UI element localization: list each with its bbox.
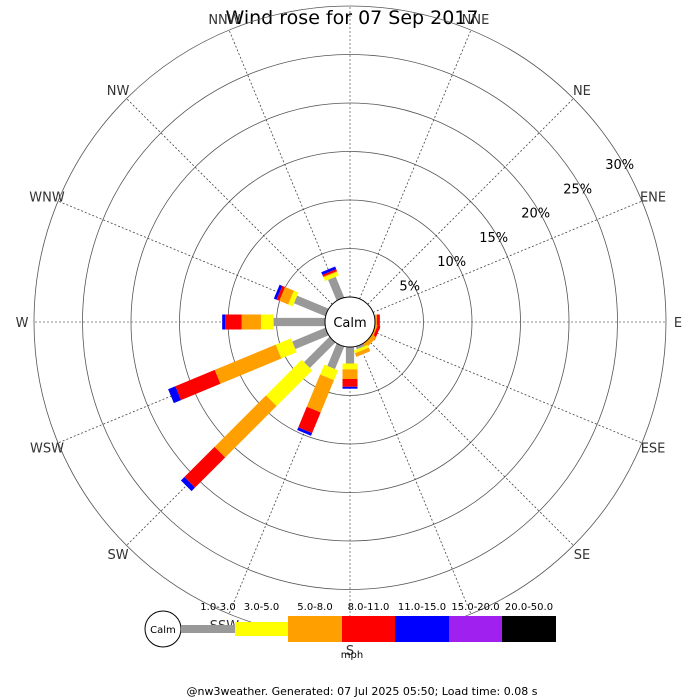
bar-nnw-bin-2 <box>323 270 338 278</box>
legend-swatch-4 <box>395 616 449 642</box>
bar-wsw-bin-2 <box>214 344 282 384</box>
bar-sw-bin-1 <box>265 359 313 407</box>
spoke-nnw <box>228 29 341 300</box>
bar-se-bin-2 <box>362 334 377 349</box>
spoke-se <box>367 339 574 546</box>
ring-label-20: 20% <box>521 207 550 222</box>
legend-range-6: 20.0-50.0 <box>505 602 553 613</box>
bar-s-bin-0 <box>345 347 355 364</box>
bar-sw-bin-0 <box>304 336 336 368</box>
bar-s-bin-2 <box>342 369 358 380</box>
wind-bars <box>168 266 381 492</box>
bar-nnw-bin-3 <box>322 269 337 277</box>
bar-wsw-bin-0 <box>292 327 329 350</box>
direction-label-wsw: WSW <box>30 442 64 457</box>
bar-nnw-bin-0 <box>328 276 345 301</box>
direction-label-sw: SW <box>108 548 129 563</box>
bar-wsw-bin-4 <box>168 386 182 404</box>
bar-w-bin-2 <box>241 314 261 330</box>
bar-ssw-bin-3 <box>298 406 321 434</box>
bar-wsw-bin-1 <box>275 338 297 359</box>
spoke-ene <box>372 200 643 313</box>
legend-swatch-0 <box>181 625 235 633</box>
ring-label-5: 5% <box>399 279 420 294</box>
bar-ssw-bin-1 <box>320 364 339 381</box>
bar-w-bin-4 <box>222 314 226 330</box>
legend-range-2: 5.0-8.0 <box>297 602 332 613</box>
ring-label-30: 30% <box>605 158 634 173</box>
direction-labels: NNNENEENEEESESESSESSSWSWWSWWWNWNWNNW <box>16 0 683 659</box>
bar-ssw-bin-0 <box>327 343 345 370</box>
bar-sse-bin-1 <box>353 344 369 354</box>
grid-ring-25 <box>82 54 618 590</box>
calm-circle-shape <box>324 296 376 348</box>
direction-label-e: E <box>674 316 682 331</box>
bar-s-bin-4 <box>342 386 358 389</box>
direction-label-n: N <box>345 0 355 3</box>
direction-label-ne: NE <box>573 84 591 99</box>
calm-circle: Calm <box>324 296 376 348</box>
bar-s-bin-1 <box>342 363 358 370</box>
bar-wnw-bin-3 <box>276 285 285 301</box>
speed-legend: Calm 1.0-3.0 3.0-5.0 5.0-8.0 8.0-11.0 11.0-15… <box>144 602 556 661</box>
direction-label-se: SE <box>574 548 590 563</box>
bar-wsw-bin-3 <box>175 369 221 401</box>
bar-sw-bin-2 <box>214 395 277 458</box>
ring-label-25: 25% <box>563 182 592 197</box>
legend-swatch-1 <box>235 622 288 636</box>
legend-range-4: 11.0-15.0 <box>398 602 446 613</box>
bar-sw-bin-3 <box>184 446 226 488</box>
legend-swatch-2 <box>288 616 342 642</box>
legend-range-5: 15.0-20.0 <box>451 602 499 613</box>
direction-label-nw: NW <box>107 84 130 99</box>
legend-range-1: 3.0-5.0 <box>244 602 279 613</box>
bar-wnw-bin-4 <box>273 284 283 300</box>
bar-wnw-bin-0 <box>293 295 329 317</box>
legend-unit: mph <box>341 650 363 661</box>
bar-wnw-bin-1 <box>288 290 299 307</box>
direction-label-ene: ENE <box>640 190 666 205</box>
bar-w-bin-1 <box>260 314 274 330</box>
bar-nnw-bin-1 <box>323 271 339 282</box>
legend-swatch-6 <box>502 616 556 642</box>
bar-s-bin-3 <box>342 379 358 387</box>
bar-ssw-bin-4 <box>297 427 313 436</box>
ring-label-10: 10% <box>437 255 466 270</box>
direction-label-s: S <box>346 644 354 659</box>
bar-sse-bin-2 <box>354 347 371 357</box>
bar-ssw-bin-2 <box>306 374 334 413</box>
bar-sw-bin-4 <box>180 477 195 492</box>
legend-calm-label: Calm <box>150 625 176 636</box>
calm-label: Calm <box>333 316 366 331</box>
ring-label-15: 15% <box>479 231 508 246</box>
legend-range-3: 8.0-11.0 <box>348 602 390 613</box>
spoke-nw <box>126 98 333 305</box>
legend-range-0: 1.0-3.0 <box>200 602 235 613</box>
direction-label-wnw: WNW <box>29 190 65 205</box>
bar-sse-bin-0 <box>355 343 365 350</box>
legend-swatch-5 <box>449 616 502 642</box>
direction-label-ese: ESE <box>641 442 666 457</box>
spoke-ese <box>372 331 643 444</box>
direction-label-nnw: NNW <box>208 13 240 28</box>
spoke-nne <box>359 29 472 300</box>
bar-wnw-bin-2 <box>279 286 294 305</box>
bar-w-bin-3 <box>225 314 242 330</box>
direction-label-w: W <box>16 316 29 331</box>
legend-swatch-3 <box>342 616 395 642</box>
spoke-sse <box>359 344 472 615</box>
direction-label-nne: NNE <box>462 13 490 28</box>
bar-w-bin-0 <box>273 317 325 327</box>
footer-text: @nw3weather. Generated: 07 Jul 2025 05:5… <box>187 685 538 698</box>
bar-nnw-bin-4 <box>321 266 337 275</box>
ring-labels: 5% 10% 15% 20% 25% 30% <box>399 158 634 294</box>
spoke-ne <box>367 98 574 305</box>
